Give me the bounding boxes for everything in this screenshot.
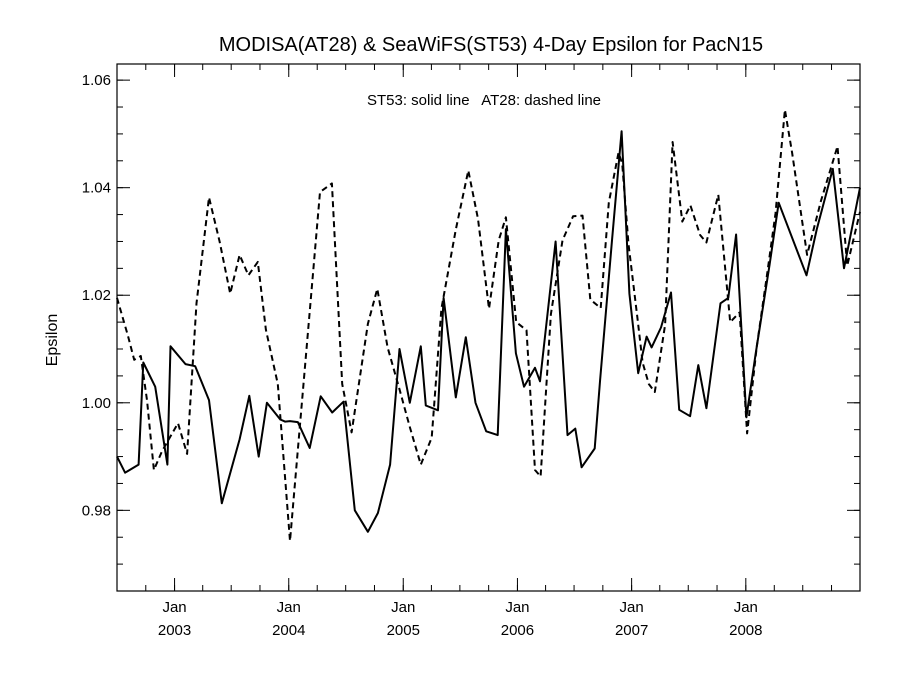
x-tick-year-label: 2003 bbox=[158, 622, 191, 639]
y-tick-label: 0.98 bbox=[82, 502, 111, 519]
x-tick-year-label: 2005 bbox=[387, 622, 420, 639]
axis-ticks bbox=[116, 64, 860, 592]
x-tick-year-label: 2004 bbox=[272, 622, 305, 639]
chart-title: MODISA(AT28) & SeaWiFS(ST53) 4-Day Epsil… bbox=[219, 34, 763, 56]
x-tick-year-label: 2008 bbox=[729, 622, 762, 639]
y-tick-label: 1.04 bbox=[82, 180, 111, 197]
x-tick-year-label: 2007 bbox=[615, 622, 648, 639]
plot-frame bbox=[116, 63, 861, 592]
series-line-at28 bbox=[116, 108, 861, 542]
x-tick-year-label: 2006 bbox=[501, 622, 534, 639]
x-tick-month-label: Jan bbox=[391, 599, 415, 616]
y-tick-label: 1.02 bbox=[82, 287, 111, 304]
y-tick-label: 1.06 bbox=[82, 72, 111, 89]
series-lines bbox=[116, 108, 861, 542]
x-tick-month-label: Jan bbox=[277, 599, 301, 616]
series-line-st53 bbox=[116, 130, 861, 533]
x-tick-month-label: Jan bbox=[162, 599, 186, 616]
x-tick-month-label: Jan bbox=[620, 599, 644, 616]
y-tick-label: 1.00 bbox=[82, 395, 111, 412]
line-style-annotation: ST53: solid line AT28: dashed line bbox=[367, 92, 601, 109]
y-axis-label: Epsilon bbox=[44, 314, 61, 366]
x-tick-month-label: Jan bbox=[734, 599, 758, 616]
x-tick-month-label: Jan bbox=[505, 599, 529, 616]
axis-tick-labels: 0.98 1.00 1.02 1.04 1.06 Jan 2003 Jan 2004 Jan 200… bbox=[82, 72, 763, 639]
